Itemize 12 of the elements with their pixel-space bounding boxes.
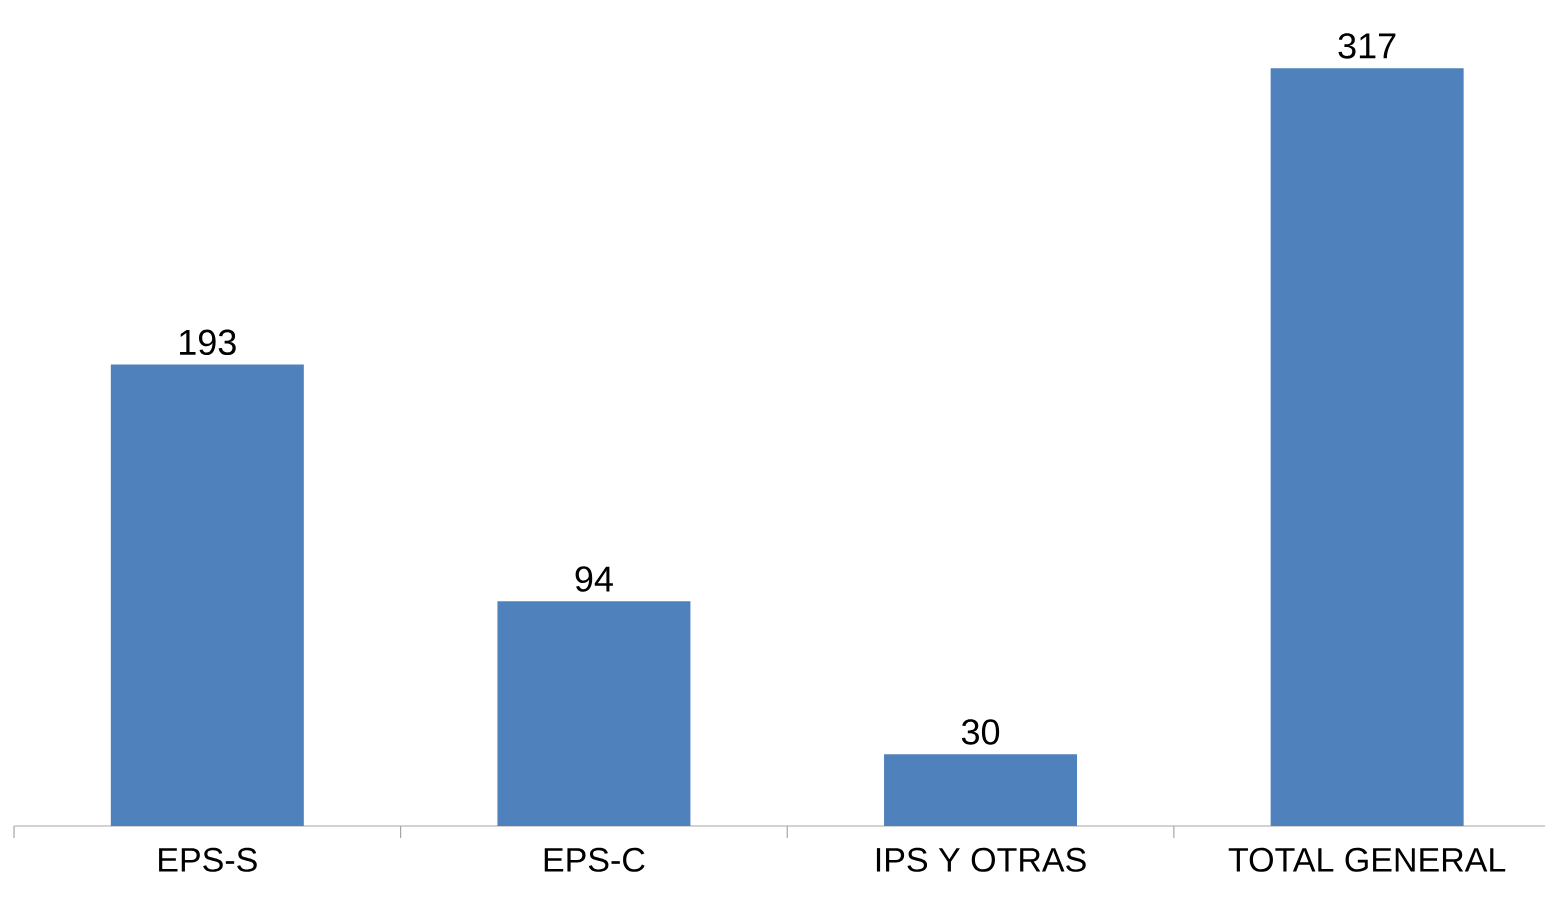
x-tick-label: IPS Y OTRAS (876, 847, 1086, 872)
data-label: 94 (575, 566, 613, 592)
bar (110, 364, 304, 826)
x-tick-label: EPS-S (159, 847, 257, 872)
bar (497, 601, 691, 826)
bar (1270, 68, 1464, 826)
bar (884, 754, 1078, 826)
x-tick-label: TOTAL GENERAL (1228, 847, 1506, 872)
x-tick-label: EPS-C (544, 847, 645, 872)
data-label: 193 (180, 329, 236, 356)
data-label: 30 (961, 719, 1000, 745)
data-label: 317 (1338, 33, 1396, 59)
